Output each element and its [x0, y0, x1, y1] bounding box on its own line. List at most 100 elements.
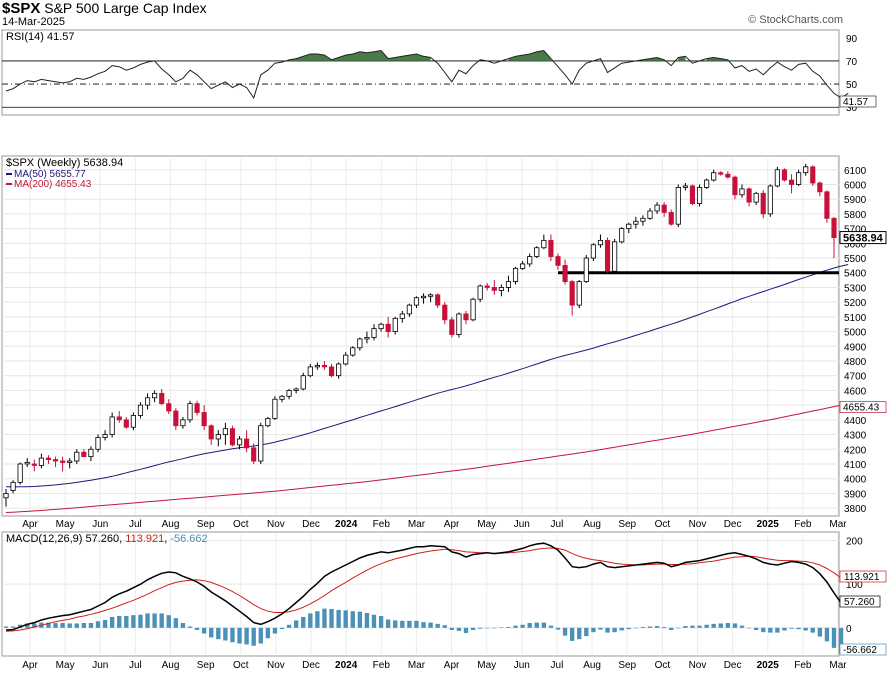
macd-histogram-bar: [661, 626, 667, 628]
macd-histogram-bar: [499, 627, 504, 628]
candle-up: [3, 493, 9, 499]
candle-up: [675, 187, 681, 225]
candle-up: [796, 172, 802, 185]
candle-down: [166, 403, 172, 412]
macd-histogram-bar: [506, 626, 511, 628]
candle-up: [88, 448, 94, 458]
x-tick-label: Aug: [162, 660, 180, 671]
candle-up: [187, 403, 193, 421]
price-tick-label: 4700: [844, 372, 867, 383]
candle-down: [831, 217, 837, 238]
candle-down: [725, 173, 731, 178]
candle-down: [173, 410, 179, 427]
candle-up: [654, 204, 660, 212]
macd-histogram-bar: [456, 627, 462, 631]
candle-down: [251, 447, 257, 462]
candle-down: [548, 239, 554, 257]
x-tick-label: Aug: [162, 519, 180, 530]
macd-histogram-bar: [803, 627, 808, 631]
macd-histogram-bar: [53, 623, 58, 628]
candle-up: [74, 451, 80, 462]
macd-histogram-bar: [251, 627, 256, 646]
macd-histogram-bar: [654, 626, 660, 628]
candle-down: [435, 294, 441, 306]
macd-histogram-bar: [237, 627, 242, 644]
candle-up: [215, 434, 221, 440]
x-tick-label: Feb: [794, 519, 812, 530]
macd-histogram-bar: [88, 623, 94, 628]
candle-down: [788, 179, 795, 185]
macd-histogram-bar: [216, 627, 221, 640]
macd-histogram-bar: [711, 623, 716, 628]
candle-up: [180, 419, 186, 427]
price-tick-label: 4900: [844, 342, 867, 353]
x-tick-label: Mar: [408, 660, 426, 671]
price-tick-label: 3800: [844, 504, 867, 515]
candle-up: [258, 425, 264, 462]
macd-histogram-bar: [322, 608, 327, 628]
candle-down: [123, 419, 129, 428]
candle-up: [541, 239, 547, 249]
price-panel: 6100 6000 5900 5800 5700 5600 5500 5400 5300 5200…: [1, 155, 887, 517]
x-tick-label: Mar: [408, 519, 426, 530]
macd-histogram-bar: [400, 620, 405, 628]
candle-up: [67, 460, 73, 463]
candle-up: [279, 395, 285, 400]
x-tick-label: Apr: [444, 660, 460, 671]
price-tick-label: 5000: [844, 328, 867, 339]
candle-down: [810, 166, 816, 184]
rsi-panel-frame: [1, 29, 840, 116]
macd-histogram-bar: [258, 627, 263, 644]
macd-histogram-bar: [95, 621, 101, 628]
signal-value-box: [839, 570, 887, 583]
macd-histogram-bar: [477, 627, 483, 629]
candle-up: [428, 294, 434, 297]
signal-value: 113.921: [125, 533, 164, 545]
candle-up: [24, 462, 30, 465]
candle-up: [350, 347, 356, 356]
rsi-tick-label: 30: [846, 103, 858, 114]
macd-histogram-bar: [548, 625, 554, 628]
candle-up: [767, 185, 773, 215]
candle-up: [272, 398, 278, 419]
x-tick-label: Jul: [129, 519, 142, 530]
x-tick-label: Sep: [197, 519, 215, 530]
macd-histogram-bar: [364, 612, 370, 628]
credit: © StockCharts.com: [748, 14, 843, 26]
macd-histogram-bar: [357, 611, 363, 628]
last-price-box: [839, 231, 887, 245]
candle-up: [413, 297, 420, 306]
x-tick-label: Aug: [583, 519, 601, 530]
candle-up: [420, 295, 427, 299]
macd-histogram-bar: [159, 613, 164, 628]
candle-up: [343, 354, 349, 365]
candle-up: [590, 244, 596, 259]
macd-histogram-bar: [527, 623, 532, 628]
x-tick-label: Dec: [302, 660, 320, 671]
macd-histogram-bar: [470, 627, 476, 630]
x-tick-label: Aug: [583, 660, 601, 671]
candle-down: [569, 281, 575, 306]
x-tick-label: Nov: [689, 660, 707, 671]
macd-histogram-bar: [817, 627, 823, 637]
hist-value-box: [839, 643, 887, 656]
macd-histogram-bar: [3, 626, 9, 628]
x-tick-label: 2025: [757, 519, 780, 530]
candle-up: [109, 416, 115, 435]
candle-up: [152, 392, 158, 399]
candle-up: [753, 192, 759, 203]
macd-histogram-bar: [385, 619, 391, 628]
candle-up: [364, 337, 370, 340]
macd-histogram-bar: [789, 627, 794, 629]
index-name: S&P 500 Large Cap Index: [44, 0, 207, 16]
candle-down: [229, 428, 236, 446]
candle-down: [555, 256, 561, 266]
x-axis-macd: Apr May Jun Jul Aug Sep Oct Nov Dec 2024 Feb Mar Apr…: [22, 660, 847, 671]
candle-down: [60, 460, 66, 463]
x-tick-label: Sep: [618, 660, 636, 671]
candle-up: [696, 187, 703, 205]
price-legend: $SPX (Weekly) 5638.94 MA(50) 5655.77 MA(…: [6, 157, 123, 190]
macd-legend: MACD(12,26,9) 57.260, 113.921, -56.662: [6, 533, 208, 545]
candle-up: [10, 481, 16, 491]
